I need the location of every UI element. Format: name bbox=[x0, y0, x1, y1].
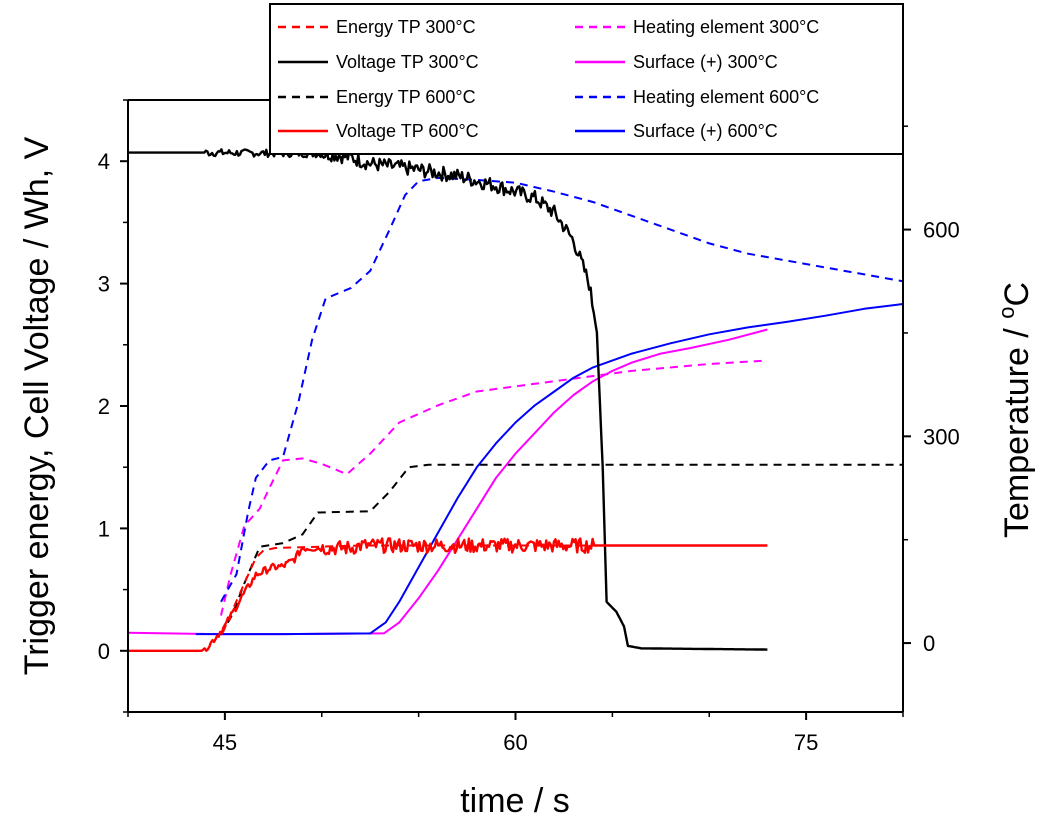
legend-label: Heating element 600°C bbox=[633, 87, 819, 107]
series-line-heating-element-600c bbox=[220, 176, 904, 603]
series-line-surface-600c bbox=[195, 303, 904, 636]
ticks-layer: 45 60 75 0 1 2 3 4 0 300 600 bbox=[98, 99, 960, 755]
legend-box bbox=[269, 3, 904, 155]
legend-label: Voltage TP 600°C bbox=[336, 121, 479, 141]
legend-label: Surface (+) 600°C bbox=[633, 121, 778, 141]
series-line-surface-300c bbox=[127, 328, 768, 636]
y-axis-title-right: Temperature / oC bbox=[994, 282, 1036, 538]
y-left-tick-label: 2 bbox=[98, 394, 110, 419]
y-left-tick-label: 0 bbox=[98, 639, 110, 664]
y-left-tick-label: 4 bbox=[98, 149, 110, 174]
series-line-heating-element-300c bbox=[220, 359, 768, 616]
y-right-tick-label: 0 bbox=[923, 631, 935, 656]
legend-label: Voltage TP 300°C bbox=[336, 52, 479, 72]
legend-label: Heating element 300°C bbox=[633, 17, 819, 37]
x-axis-title: time / s bbox=[460, 782, 570, 820]
legend-label: Energy TP 600°C bbox=[336, 87, 476, 107]
series-line-energy-tp-600c bbox=[220, 463, 903, 636]
y-axis-title-left: Trigger energy, Cell Voltage / Wh, V bbox=[18, 136, 56, 675]
x-tick-label: 75 bbox=[794, 730, 818, 755]
legend-label: Surface (+) 300°C bbox=[633, 52, 778, 72]
legend: Energy TP 300°C Voltage TP 300°C Energy TP… bbox=[269, 3, 904, 155]
series-line-voltage-tp-300c bbox=[128, 148, 768, 651]
y-right-tick-label: 600 bbox=[923, 218, 960, 243]
y-left-tick-label: 1 bbox=[98, 516, 110, 541]
legend-label: Energy TP 300°C bbox=[336, 17, 476, 37]
y-right-tick-label: 300 bbox=[923, 424, 960, 449]
x-tick-label: 60 bbox=[503, 730, 527, 755]
y-axis-title-right-unit: C bbox=[998, 282, 1036, 307]
x-tick-label: 45 bbox=[213, 730, 237, 755]
y-axis-title-right-text: Temperature / bbox=[998, 319, 1036, 538]
series-layer bbox=[127, 148, 904, 652]
series-line-voltage-tp-600c bbox=[128, 537, 768, 652]
y-left-tick-label: 3 bbox=[98, 272, 110, 297]
y-axis-title-right-sup: o bbox=[994, 307, 1019, 319]
series-line-energy-tp-300c bbox=[221, 544, 768, 633]
